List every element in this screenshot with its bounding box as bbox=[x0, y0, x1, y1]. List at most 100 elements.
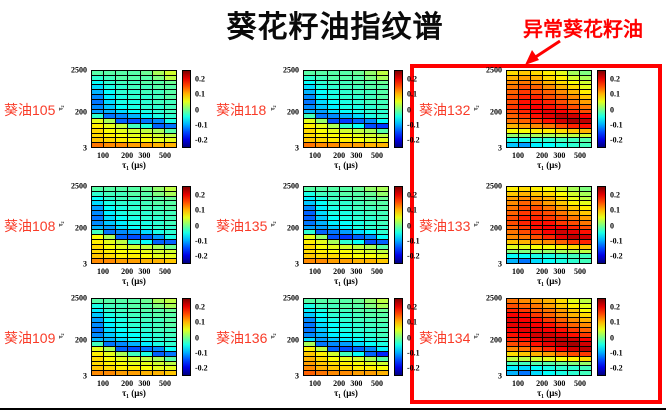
heatmap-cell bbox=[140, 128, 152, 133]
heatmap-cell bbox=[579, 187, 591, 191]
heatmap-cell bbox=[376, 191, 388, 196]
heatmap-cell bbox=[104, 366, 116, 371]
heatmap-cell bbox=[364, 371, 376, 375]
heatmap-cell bbox=[567, 138, 579, 143]
heatmap-cell bbox=[352, 259, 364, 263]
x-tick-label: 300 bbox=[553, 267, 566, 276]
heatmap-cell bbox=[92, 342, 104, 347]
heatmap-cell bbox=[164, 342, 176, 347]
heatmap-cell bbox=[304, 71, 316, 75]
heatmap-cell bbox=[304, 299, 316, 303]
heatmap-cell bbox=[140, 138, 152, 143]
heatmap-cell bbox=[567, 215, 579, 220]
heatmap-cell bbox=[328, 201, 340, 206]
heatmap-cell bbox=[567, 366, 579, 371]
heatmap-cell bbox=[376, 337, 388, 342]
heatmap-cell bbox=[567, 104, 579, 109]
heatmap-cell bbox=[340, 90, 352, 95]
heatmap-cell bbox=[164, 191, 176, 196]
heatmap-cell bbox=[140, 90, 152, 95]
heatmap-cell bbox=[316, 99, 328, 104]
heatmap-cell bbox=[104, 303, 116, 308]
heatmap-cell bbox=[152, 323, 164, 327]
colorbar-tick-label: 0.1 bbox=[195, 317, 205, 327]
colorbar-tick-label: 0.1 bbox=[407, 317, 417, 327]
heatmap-cell bbox=[116, 220, 128, 225]
heatmap-cell bbox=[340, 235, 352, 239]
heatmap-cell bbox=[92, 90, 104, 95]
heatmap-cell bbox=[364, 225, 376, 230]
heatmap-cell bbox=[116, 239, 128, 244]
subplot: 葵油109 τ₂ 2500 200 3 100 200 300 500 τ₁ (μs) 0… bbox=[2, 292, 216, 402]
y-tick-label: 2500 bbox=[71, 65, 87, 75]
heatmap-cell bbox=[128, 187, 140, 191]
heatmap-cell bbox=[555, 95, 567, 99]
heatmap-cell bbox=[543, 371, 555, 375]
heatmap-cell bbox=[579, 366, 591, 371]
heatmap-cell bbox=[92, 323, 104, 327]
heatmap-cell bbox=[531, 109, 543, 114]
x-axis-ticks: 100 200 300 500 bbox=[506, 267, 592, 276]
heatmap-cell bbox=[304, 342, 316, 347]
heatmap-cell bbox=[340, 313, 352, 318]
heatmap-cell bbox=[92, 337, 104, 342]
heatmap-cell bbox=[519, 225, 531, 230]
heatmap-cell bbox=[116, 318, 128, 323]
heatmap-cell bbox=[316, 254, 328, 259]
heatmap-cell bbox=[340, 71, 352, 75]
heatmap-cell bbox=[519, 230, 531, 235]
heatmap-cell bbox=[152, 206, 164, 211]
heatmap-cell bbox=[116, 85, 128, 90]
x-tick-label: 500 bbox=[370, 151, 383, 160]
heatmap-cell bbox=[507, 323, 519, 327]
heatmap-cell bbox=[104, 215, 116, 220]
heatmap-cell bbox=[519, 303, 531, 308]
heatmap-cell bbox=[340, 361, 352, 366]
heatmap-cell bbox=[116, 191, 128, 196]
heatmap-cell bbox=[304, 230, 316, 235]
x-axis-ticks: 100 200 300 500 bbox=[506, 379, 592, 388]
heatmap-cell bbox=[316, 220, 328, 225]
heatmap-cell bbox=[164, 318, 176, 323]
heatmap-cell bbox=[364, 191, 376, 196]
heatmap-cell bbox=[92, 109, 104, 114]
heatmap-cell bbox=[116, 196, 128, 201]
x-tick-label: 500 bbox=[158, 267, 171, 276]
heatmap-cell bbox=[555, 138, 567, 143]
heatmap-cell bbox=[128, 332, 140, 337]
heatmap-cell bbox=[579, 201, 591, 206]
heatmap-cell bbox=[152, 128, 164, 133]
heatmap-cell bbox=[104, 90, 116, 95]
heatmap-cell bbox=[555, 259, 567, 263]
x-axis-ticks: 100 200 300 500 bbox=[303, 151, 389, 160]
heatmap-cell bbox=[519, 85, 531, 90]
heatmap-cell bbox=[340, 244, 352, 249]
colorbar-tick-label: 0 bbox=[407, 221, 411, 231]
x-axis-label: τ₁ (μs) bbox=[334, 160, 358, 170]
heatmap-cell bbox=[164, 249, 176, 254]
heatmap-cell bbox=[328, 299, 340, 303]
heatmap-cell bbox=[507, 337, 519, 342]
heatmap-cell bbox=[104, 323, 116, 327]
heatmap-cell bbox=[531, 366, 543, 371]
colorbar-tick-label: 0.1 bbox=[195, 89, 205, 99]
heatmap-cell bbox=[364, 220, 376, 225]
heatmap-cell bbox=[340, 337, 352, 342]
heatmap-cell bbox=[104, 235, 116, 239]
heatmap-cell bbox=[567, 206, 579, 211]
heatmap-cell bbox=[152, 114, 164, 119]
heatmap-cell bbox=[104, 351, 116, 356]
colorbar-tick-label: 0.1 bbox=[407, 89, 417, 99]
heatmap-cell bbox=[116, 95, 128, 99]
heatmap-cell bbox=[140, 80, 152, 85]
heatmap-cell bbox=[543, 323, 555, 327]
heatmap-cell bbox=[316, 109, 328, 114]
heatmap-cell bbox=[328, 196, 340, 201]
heatmap-cell bbox=[328, 80, 340, 85]
heatmap-cell bbox=[152, 347, 164, 351]
heatmap-cell bbox=[555, 119, 567, 123]
heatmap-cell bbox=[507, 313, 519, 318]
heatmap-cell bbox=[507, 356, 519, 361]
heatmap-cell bbox=[140, 235, 152, 239]
heatmap-cell bbox=[116, 138, 128, 143]
